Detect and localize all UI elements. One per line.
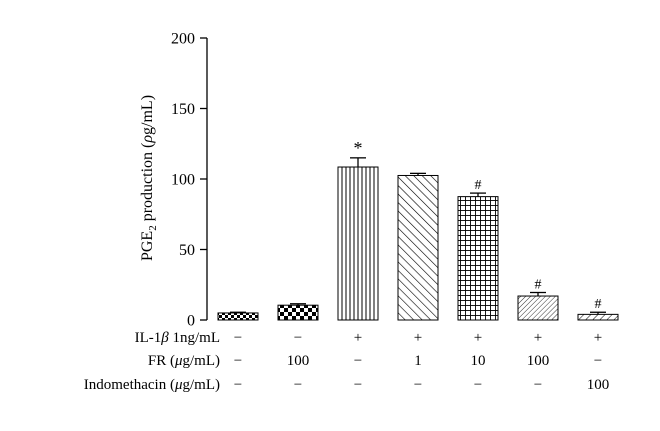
condition-value: − <box>594 353 602 369</box>
condition-value: − <box>294 330 302 346</box>
condition-value: + <box>534 330 542 346</box>
condition-value: 1 <box>414 353 422 369</box>
condition-value: 100 <box>287 353 310 369</box>
condition-value: − <box>354 377 362 393</box>
condition-value: + <box>414 330 422 346</box>
bar <box>277 304 319 321</box>
y-tick-label: 0 <box>187 313 195 330</box>
y-axis-label: PGE2 production (ρg/mL) <box>139 95 159 261</box>
condition-value: − <box>294 377 302 393</box>
bar <box>397 174 439 321</box>
condition-value: − <box>474 377 482 393</box>
condition-value: + <box>594 330 602 346</box>
y-axis: 0 50 100 150 200 PGE2 production (ρg/mL) <box>139 31 208 330</box>
condition-value: 10 <box>471 353 486 369</box>
significance-mark: # <box>595 297 602 312</box>
condition-value: − <box>234 353 242 369</box>
significance-mark: # <box>475 178 482 193</box>
condition-value: + <box>474 330 482 346</box>
y-ticks: 0 50 100 150 200 <box>171 31 207 330</box>
condition-value: 100 <box>587 377 610 393</box>
condition-label-indomethacin: Indomethacin (μg/mL) <box>84 377 220 393</box>
significance-mark: * <box>354 138 363 158</box>
condition-value: + <box>354 330 362 346</box>
bar <box>457 196 499 321</box>
condition-value: 100 <box>527 353 550 369</box>
condition-value: − <box>234 377 242 393</box>
bars: * # # # <box>217 138 619 321</box>
bar <box>217 312 259 321</box>
condition-label-il1b: IL-1β 1ng/mL <box>135 330 220 346</box>
significance-mark: # <box>535 278 542 293</box>
condition-value: − <box>414 377 422 393</box>
y-tick-label: 100 <box>171 172 195 189</box>
condition-value: − <box>534 377 542 393</box>
y-tick-label: 200 <box>171 31 195 48</box>
bar <box>577 313 619 321</box>
condition-value: − <box>354 353 362 369</box>
bar <box>517 295 559 321</box>
y-tick-label: 50 <box>179 242 195 259</box>
condition-table: IL-1β 1ng/mL FR (μg/mL) Indomethacin (μg… <box>84 330 610 393</box>
condition-value: − <box>234 330 242 346</box>
condition-label-fr: FR (μg/mL) <box>148 353 220 369</box>
y-tick-label: 150 <box>171 101 195 118</box>
bar <box>337 166 379 321</box>
